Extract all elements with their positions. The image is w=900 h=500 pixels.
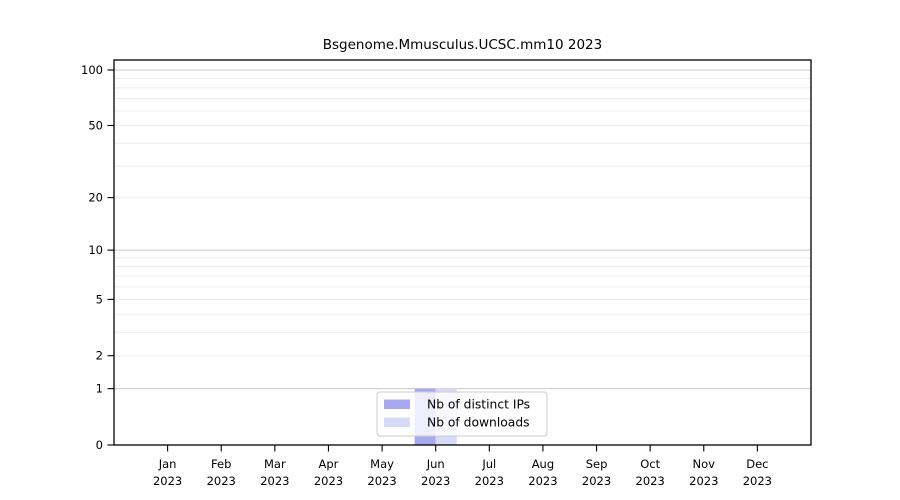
x-tick-label-month: Jan bbox=[158, 457, 177, 471]
x-tick-label-month: Apr bbox=[319, 457, 339, 471]
plot-frame bbox=[113, 59, 812, 446]
x-tick-label-year: 2023 bbox=[582, 474, 611, 488]
y-tick-label: 2 bbox=[96, 349, 103, 363]
legend-box bbox=[376, 391, 548, 437]
y-tick-label: 100 bbox=[81, 63, 103, 77]
legend: Nb of distinct IPs Nb of downloads bbox=[376, 391, 548, 437]
x-tick-label-year: 2023 bbox=[153, 474, 182, 488]
x-tick-label-year: 2023 bbox=[689, 474, 718, 488]
x-tick-label-year: 2023 bbox=[475, 474, 504, 488]
x-tick-label-month: Sep bbox=[586, 457, 608, 471]
chart-title: Bsgenome.Mmusculus.UCSC.mm10 2023 bbox=[323, 37, 602, 53]
legend-swatch-distinct-ips bbox=[384, 399, 410, 409]
x-tick-label-year: 2023 bbox=[260, 474, 289, 488]
y-tick-label: 10 bbox=[88, 243, 103, 257]
x-tick-label-year: 2023 bbox=[314, 474, 343, 488]
y-tick-label: 50 bbox=[88, 119, 103, 133]
x-tick-label-month: Aug bbox=[532, 457, 554, 471]
legend-label: Nb of downloads bbox=[427, 416, 530, 430]
axis-layer: 0 1 2 5 10 20 50 100 Jan 2023 Feb 2023 Mar 2023 Apr 202… bbox=[81, 59, 812, 488]
grid-layer bbox=[114, 69, 811, 390]
x-tick-label-month: Feb bbox=[211, 457, 231, 471]
y-tick-label: 5 bbox=[96, 292, 103, 306]
x-tick-label-year: 2023 bbox=[528, 474, 557, 488]
x-tick-label-year: 2023 bbox=[207, 474, 236, 488]
legend-swatch-downloads bbox=[384, 417, 410, 427]
y-tick-label: 1 bbox=[96, 382, 103, 396]
x-tick-label-year: 2023 bbox=[367, 474, 396, 488]
y-tick-label: 0 bbox=[96, 438, 103, 452]
x-tick-label-month: Jul bbox=[481, 457, 496, 471]
x-tick-label-month: Oct bbox=[640, 457, 660, 471]
x-tick-label-month: Jun bbox=[426, 457, 445, 471]
x-tick-label-year: 2023 bbox=[421, 474, 450, 488]
legend-label: Nb of distinct IPs bbox=[427, 398, 530, 412]
y-tick-label: 20 bbox=[88, 191, 103, 205]
x-tick-label-month: Nov bbox=[693, 457, 716, 471]
x-tick-label-month: Mar bbox=[264, 457, 286, 471]
x-tick-label-year: 2023 bbox=[743, 474, 772, 488]
x-tick-label-month: Dec bbox=[746, 457, 768, 471]
x-tick-label-year: 2023 bbox=[636, 474, 665, 488]
x-tick-label-month: May bbox=[370, 457, 394, 471]
